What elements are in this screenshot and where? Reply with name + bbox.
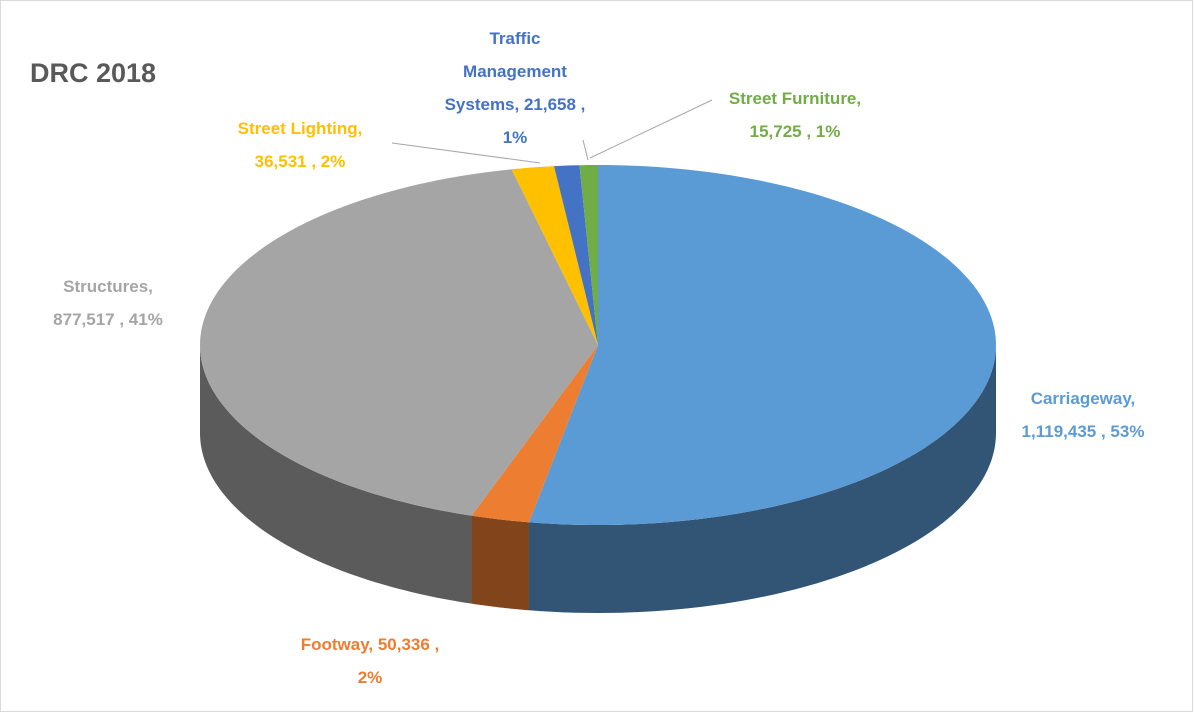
slice (471, 345, 598, 523)
slice (528, 165, 996, 525)
slice (579, 165, 598, 345)
slice (200, 169, 599, 516)
data-label: Street Furniture, 15,725 , 1% (729, 89, 861, 141)
slice-side (200, 345, 472, 604)
leader-line (589, 99, 713, 159)
slice-side (528, 345, 996, 613)
chart-title: DRC 2018 (30, 58, 156, 88)
data-label: Traffic Management Systems, 21,658 , 1% (445, 29, 586, 147)
data-label: Street Lighting, 36,531 , 2% (238, 119, 363, 171)
slice-side (471, 515, 529, 611)
slice (554, 165, 598, 345)
leader-line (391, 142, 541, 164)
slice (511, 166, 598, 345)
data-label: Carriageway, 1,119,435 , 53% (1022, 389, 1145, 441)
data-label: Footway, 50,336 , 2% (301, 635, 440, 687)
leader-line (582, 139, 589, 161)
data-label: Structures, 877,517 , 41% (53, 277, 163, 329)
